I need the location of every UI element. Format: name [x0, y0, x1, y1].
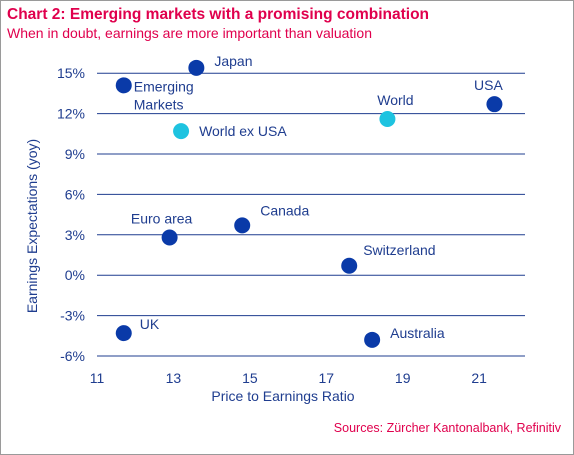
scatter-point [188, 59, 205, 76]
scatter-point [115, 77, 132, 94]
scatter-point [234, 217, 251, 234]
y-tick-label: -6% [60, 348, 85, 364]
point-label: Emerging Markets [134, 78, 194, 112]
y-axis-title: Earnings Expectations (yoy) [24, 139, 40, 313]
label-layer: Japan Emerging Markets World ex USA World USA… [131, 53, 504, 341]
point-label: Canada [260, 202, 309, 218]
x-tick-label: 21 [471, 370, 487, 386]
x-tick-label: 17 [318, 370, 334, 386]
point-label: World [377, 92, 413, 108]
grid-layer [97, 72, 525, 357]
y-tick-label: 12% [57, 106, 85, 122]
scatter-point [115, 325, 132, 342]
x-tick-label: 19 [395, 370, 411, 386]
y-tick-label: 0% [65, 267, 85, 283]
y-tick-label: 3% [65, 227, 85, 243]
x-tick-label: 11 [90, 370, 105, 386]
point-label: World ex USA [199, 123, 287, 139]
scatter-point [379, 110, 396, 127]
scatter-point [341, 257, 358, 274]
point-label: Euro area [131, 210, 193, 226]
y-tick-label: 9% [65, 146, 85, 162]
tick-layer: -6% -3% 0% 3% 6% 9% 12% 15% 11 13 15 17 19 21 [57, 65, 487, 386]
point-label: UK [140, 316, 160, 332]
y-tick-label: 6% [65, 186, 85, 202]
point-layer [115, 59, 503, 348]
x-tick-label: 15 [242, 370, 258, 386]
scatter-point [364, 331, 381, 348]
y-tick-label: 15% [57, 65, 85, 81]
x-axis-title: Price to Earnings Ratio [211, 388, 354, 404]
chart-title: Chart 2: Emerging markets with a promisi… [7, 6, 430, 23]
scatter-point [173, 123, 190, 140]
x-tick-label: 13 [166, 370, 182, 386]
source-note: Sources: Zürcher Kantonalbank, Refinitiv [333, 421, 561, 435]
scatter-point [486, 96, 503, 113]
scatter-point [161, 229, 178, 246]
point-label: Japan [214, 53, 252, 69]
y-tick-label: -3% [60, 308, 85, 324]
chart-subtitle: When in doubt, earnings are more importa… [7, 25, 372, 41]
point-label: USA [474, 77, 503, 93]
point-label: Switzerland [363, 242, 435, 258]
point-label: Australia [390, 325, 445, 341]
